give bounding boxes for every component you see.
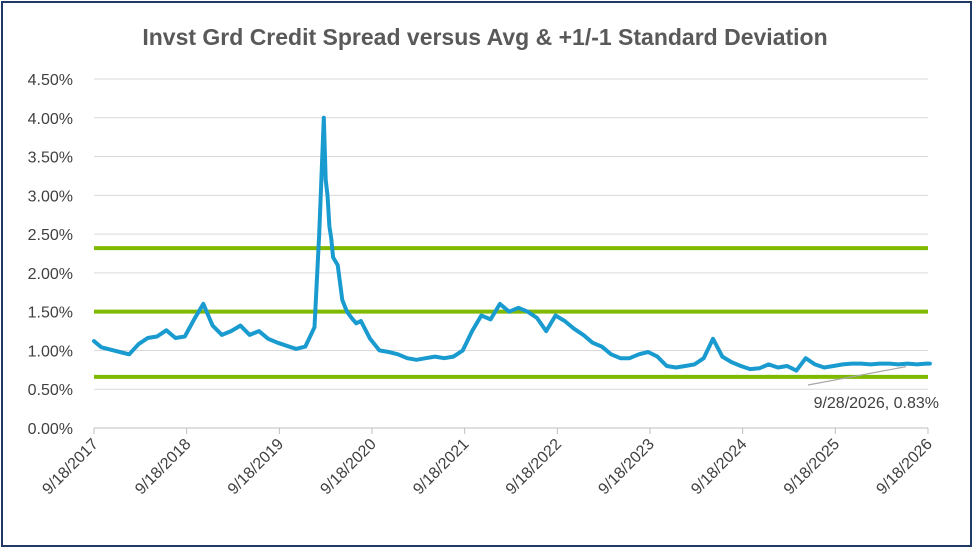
x-tick-label: 9/18/2023 <box>595 436 657 498</box>
chart-title: Invst Grd Credit Spread versus Avg & +1/… <box>142 24 827 50</box>
x-tick-label: 9/18/2019 <box>225 436 287 498</box>
y-tick-label: 3.00% <box>28 188 73 205</box>
x-tick-label: 9/18/2024 <box>688 436 750 498</box>
y-tick-label: 0.50% <box>28 382 73 399</box>
y-tick-label: 4.00% <box>28 111 73 128</box>
x-tick-label: 9/18/2026 <box>873 436 935 498</box>
x-axis: 9/18/2017 9/18/2018 9/18/2019 9/18/2020 9/18… <box>39 427 936 498</box>
x-tick-label: 9/18/2017 <box>39 436 101 498</box>
y-tick-label: 4.50% <box>28 72 73 89</box>
data-label: 9/28/2026, 0.83% <box>814 395 939 412</box>
y-tick-label: 0.00% <box>28 421 73 438</box>
series-group <box>92 115 932 373</box>
y-tick-label: 1.50% <box>28 305 73 322</box>
y-axis-ticks: 0.00% 0.50% 1.00% 1.50% 2.00% 2.50% 3.00% 3.50%… <box>28 72 73 438</box>
data-label-leader <box>807 366 907 386</box>
y-tick-label: 2.50% <box>28 227 73 244</box>
y-tick-label: 1.00% <box>28 343 73 360</box>
x-tick-label: 9/18/2018 <box>132 436 194 498</box>
x-tick-label: 9/18/2025 <box>781 436 843 498</box>
data-label-group: 9/28/2026, 0.83% <box>807 366 939 412</box>
y-tick-label: 2.00% <box>28 266 73 283</box>
x-tick-label: 9/18/2021 <box>410 436 472 498</box>
gridlines <box>94 78 928 390</box>
series-line <box>92 115 932 373</box>
x-tick-label: 9/18/2020 <box>317 436 379 498</box>
y-tick-label: 3.50% <box>28 150 73 167</box>
x-tick-label: 9/18/2022 <box>503 436 565 498</box>
